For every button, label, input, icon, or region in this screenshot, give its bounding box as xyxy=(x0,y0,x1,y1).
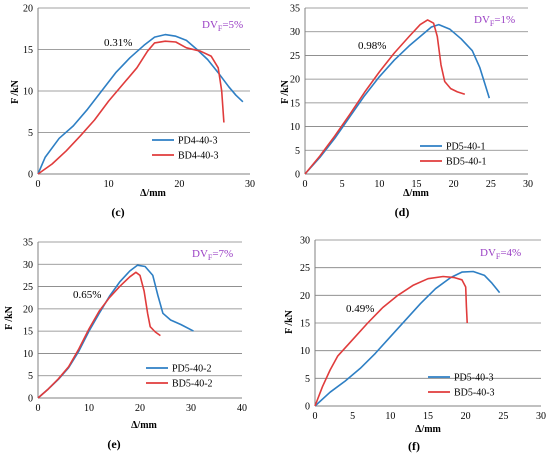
panel-label: (e) xyxy=(107,437,120,451)
y-tick-label: 25 xyxy=(300,263,310,274)
y-axis-label: F /kN xyxy=(284,309,295,334)
x-tick-label: 25 xyxy=(498,411,508,422)
y-tick-label: 30 xyxy=(300,236,310,247)
panel-label: (d) xyxy=(395,205,410,219)
dv-label: DVF=5% xyxy=(202,19,243,33)
x-tick-label: 5 xyxy=(350,411,355,422)
series-line-pd5-40-3 xyxy=(314,270,501,407)
x-tick-label: 0 xyxy=(36,179,41,190)
series-line-pd5-40-1 xyxy=(304,23,491,175)
y-tick-label: 10 xyxy=(290,122,300,133)
y-tick-label: 5 xyxy=(305,374,310,385)
y-tick-label: 35 xyxy=(23,238,33,249)
legend-label: BD5-40-2 xyxy=(172,379,213,390)
y-tick-label: 0 xyxy=(305,402,310,413)
y-tick-label: 10 xyxy=(300,346,310,357)
series-line-bd5-40-2 xyxy=(37,271,161,399)
x-tick-label: 40 xyxy=(237,403,247,414)
annotation-label: 0.65% xyxy=(73,289,101,301)
x-tick-label: 10 xyxy=(84,403,94,414)
y-tick-label: 5 xyxy=(28,128,33,139)
x-axis-label: Δ/mm xyxy=(131,420,157,431)
y-axis-label: F /kN xyxy=(4,305,15,330)
x-tick-label: 0 xyxy=(303,179,308,190)
y-tick-label: 5 xyxy=(295,146,300,157)
x-tick-label: 20 xyxy=(135,403,145,414)
legend-label: PD5-40-1 xyxy=(446,142,485,153)
y-tick-label: 25 xyxy=(290,51,300,62)
x-tick-label: 20 xyxy=(461,411,471,422)
x-tick-label: 10 xyxy=(104,179,114,190)
y-tick-label: 15 xyxy=(290,98,300,109)
panel-f: F /kN Δ/mm (f) 0.49% DVF=4% 0 5 10 15 20 25 30… xyxy=(284,236,546,454)
y-tick-label: 0 xyxy=(28,170,33,181)
y-tick-label: 5 xyxy=(28,371,33,382)
x-tick-label: 30 xyxy=(186,403,196,414)
x-tick-label: 5 xyxy=(340,179,345,190)
legend-label: BD5-40-3 xyxy=(454,388,495,399)
panel-label: (c) xyxy=(111,205,124,219)
x-axis-label: Δ/mm xyxy=(140,188,166,199)
y-tick-label: 30 xyxy=(290,27,300,38)
x-tick-label: 0 xyxy=(36,403,41,414)
legend-label: PD5-40-2 xyxy=(172,364,211,375)
y-tick-label: 0 xyxy=(295,170,300,181)
x-tick-label: 30 xyxy=(523,179,533,190)
y-tick-label: 25 xyxy=(23,282,33,293)
x-tick-label: 20 xyxy=(449,179,459,190)
panel-label: (f) xyxy=(408,439,420,453)
panel-d: F /kN Δ/mm (d) 0.98% DVF=1% 0 5 10 15 20 25 30… xyxy=(280,4,533,220)
legend-label: PD5-40-3 xyxy=(454,373,493,384)
x-tick-label: 10 xyxy=(385,411,395,422)
x-tick-label: 10 xyxy=(374,179,384,190)
y-tick-label: 20 xyxy=(300,291,310,302)
y-tick-label: 35 xyxy=(290,4,300,15)
annotation-label: 0.98% xyxy=(358,40,386,52)
y-tick-label: 10 xyxy=(23,87,33,98)
dv-label: DVF=4% xyxy=(480,247,521,261)
annotation-label: 0.31% xyxy=(104,37,132,49)
legend-label: PD4-40-3 xyxy=(178,136,217,147)
x-tick-label: 15 xyxy=(412,179,422,190)
annotation-label: 0.49% xyxy=(346,303,374,315)
panel-c: F /kN Δ/mm (c) 0.31% DVF=5% 0 5 10 15 20 0 10 2… xyxy=(10,4,255,220)
x-tick-label: 0 xyxy=(313,411,318,422)
y-axis-label: F /kN xyxy=(10,79,21,104)
x-tick-label: 30 xyxy=(245,179,255,190)
legend-label: BD5-40-1 xyxy=(446,157,487,168)
x-tick-label: 25 xyxy=(486,179,496,190)
series-line-bd5-40-1 xyxy=(304,19,466,175)
x-tick-label: 30 xyxy=(536,411,546,422)
legend-label: BD4-40-3 xyxy=(178,151,219,162)
y-tick-label: 15 xyxy=(300,319,310,330)
y-tick-label: 30 xyxy=(23,260,33,271)
x-axis-label: Δ/mm xyxy=(403,188,429,199)
series-line-pd5-40-2 xyxy=(37,264,194,399)
y-axis-label: F /kN xyxy=(280,79,291,104)
x-axis-label: Δ/mm xyxy=(415,424,441,435)
y-tick-label: 20 xyxy=(290,75,300,86)
series-line-bd4-40-3 xyxy=(37,40,225,175)
x-tick-label: 20 xyxy=(174,179,184,190)
y-tick-label: 15 xyxy=(23,45,33,56)
y-tick-label: 15 xyxy=(23,327,33,338)
panel-e: F /kN Δ/mm (e) 0.65% DVF=7% 0 5 10 15 20 25 30… xyxy=(4,238,247,452)
y-tick-label: 20 xyxy=(23,304,33,315)
dv-label: DVF=7% xyxy=(192,248,233,262)
series-line-bd5-40-3 xyxy=(314,275,468,407)
y-tick-label: 10 xyxy=(23,349,33,360)
y-tick-label: 20 xyxy=(23,4,33,15)
x-tick-label: 15 xyxy=(423,411,433,422)
dv-label: DVF=1% xyxy=(474,14,515,28)
y-tick-label: 0 xyxy=(28,394,33,405)
